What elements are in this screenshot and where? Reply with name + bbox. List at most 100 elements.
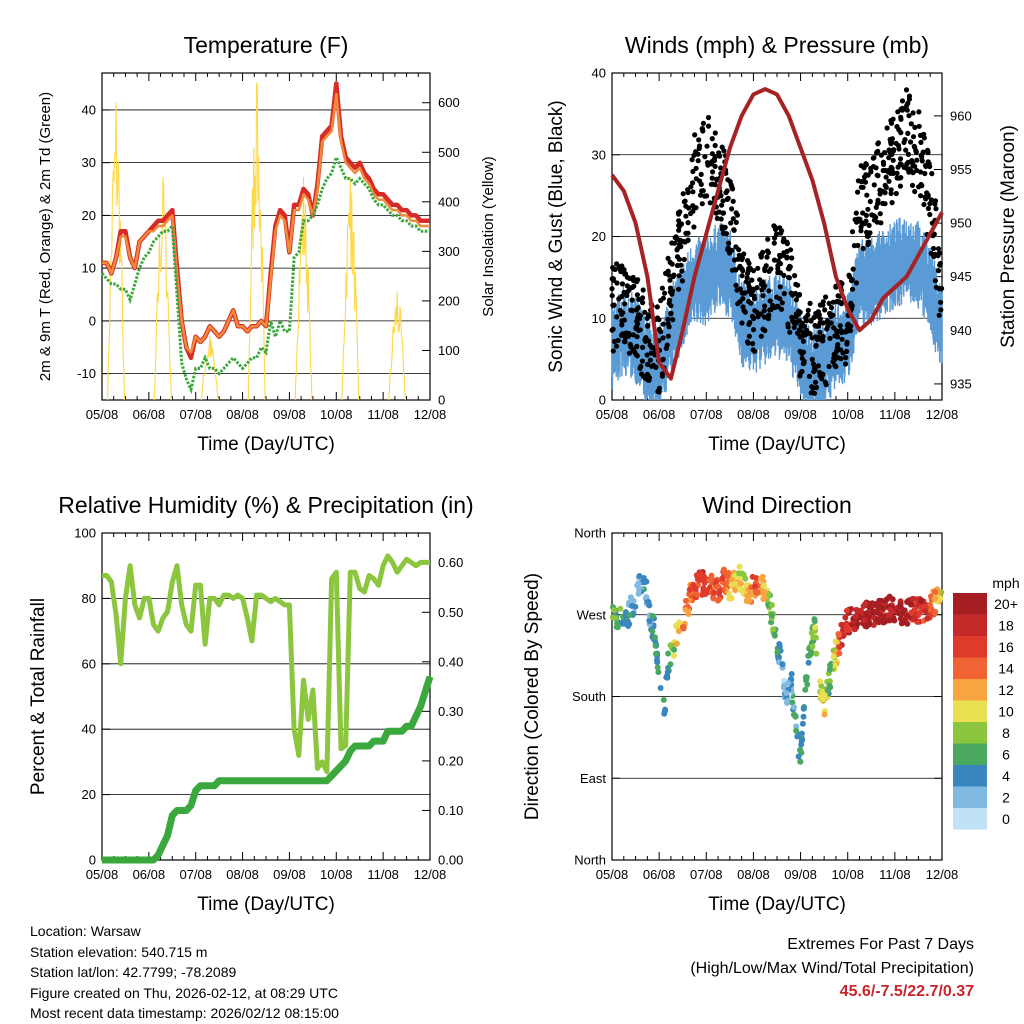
gust-point (665, 333, 672, 339)
gust-point (712, 142, 718, 149)
gust-point (665, 255, 671, 261)
gust-point (733, 219, 739, 225)
gust-point (863, 162, 870, 168)
gust-point (828, 320, 834, 326)
legend-swatch (953, 808, 987, 830)
direction-point (918, 597, 925, 604)
gust-point (720, 210, 726, 216)
gust-point (729, 186, 736, 192)
gust-point (939, 285, 945, 292)
y-tick-label: 40 (82, 722, 96, 737)
gust-point (724, 196, 730, 202)
x-tick-label: 07/08 (179, 867, 212, 882)
x-tick-label: 10/08 (831, 867, 864, 882)
direction-point (673, 623, 680, 630)
x-tick-label: 09/08 (784, 867, 817, 882)
gust-point (688, 210, 694, 217)
gust-point (825, 323, 831, 329)
direction-point (701, 579, 708, 586)
gust-point (898, 130, 904, 136)
gust-point (681, 256, 687, 263)
gust-point (676, 273, 682, 279)
gust-point (799, 368, 805, 375)
gust-point (750, 268, 757, 274)
gust-point (691, 205, 697, 211)
gust-point (709, 151, 716, 157)
direction-point (924, 615, 931, 622)
gust-point (784, 254, 790, 260)
gust-point (667, 285, 674, 291)
y-tick-label: 10 (82, 261, 96, 276)
gust-point (686, 205, 692, 211)
info-location: Location: Warsaw (30, 923, 141, 939)
direction-point (673, 640, 680, 647)
dewpoint-line (100, 153, 430, 395)
gust-point (867, 230, 873, 236)
gust-point (863, 212, 870, 218)
direction-point (908, 610, 915, 616)
gust-point (777, 252, 783, 258)
direction-point (610, 607, 617, 614)
x-tick-label: 06/08 (643, 867, 676, 882)
x-axis-label: Time (Day/UTC) (197, 434, 335, 455)
info-elevation: Station elevation: 540.715 m (30, 943, 208, 960)
direction-point (819, 688, 826, 695)
direction-point (657, 685, 664, 691)
gust-point (809, 384, 815, 390)
x-tick-label: 08/08 (737, 407, 770, 422)
gust-point (667, 297, 673, 303)
gust-point (725, 177, 731, 183)
y-right-axis-label: Solar Insolation (Yellow) (480, 156, 497, 316)
gust-point (908, 121, 914, 127)
direction-point (932, 589, 939, 595)
gust-point (619, 293, 625, 300)
gust-point (762, 266, 768, 272)
direction-point (793, 727, 800, 734)
gust-point (808, 318, 814, 324)
gust-point (750, 341, 756, 347)
direction-point (649, 628, 656, 635)
gust-point (696, 137, 702, 143)
gust-point (614, 314, 620, 320)
gust-point (733, 267, 739, 273)
gust-point (644, 352, 650, 358)
direction-point (636, 586, 643, 593)
y-tick-label: 40 (82, 102, 96, 117)
gust-point (744, 339, 751, 345)
gust-point (720, 230, 727, 236)
gust-point (784, 248, 790, 254)
gust-point (609, 293, 615, 299)
gust-point (660, 295, 667, 301)
gust-point (639, 371, 645, 377)
plot-frame (101, 532, 431, 861)
gust-point (750, 347, 756, 353)
gust-point (635, 305, 641, 311)
gust-point (750, 327, 757, 333)
direction-point (716, 588, 723, 595)
y-tick-label: 20 (592, 229, 606, 244)
gust-point (644, 315, 650, 321)
gust-point (640, 344, 646, 350)
gust-point (620, 331, 626, 337)
gust-point (609, 286, 615, 292)
extremes-box: Extremes For Past 7 Days (High/Low/Max W… (690, 933, 974, 1004)
y-tick-label: 0 (89, 853, 96, 868)
gust-point (751, 293, 757, 299)
gust-point (784, 241, 790, 247)
direction-point (745, 597, 752, 604)
direction-point (803, 674, 810, 681)
direction-point (813, 650, 820, 657)
gust-point (777, 284, 783, 290)
gust-point (637, 365, 643, 371)
gust-point (836, 299, 842, 305)
direction-point (700, 585, 707, 592)
gust-point (609, 276, 615, 282)
gust-point (899, 105, 906, 111)
gust-point (804, 327, 810, 333)
gust-point (815, 334, 821, 340)
x-tick-label: 07/08 (690, 407, 723, 422)
direction-point (880, 615, 887, 621)
y-tick-label: 0 (599, 393, 606, 408)
gust-point (918, 139, 924, 145)
pressure-line (610, 87, 944, 381)
